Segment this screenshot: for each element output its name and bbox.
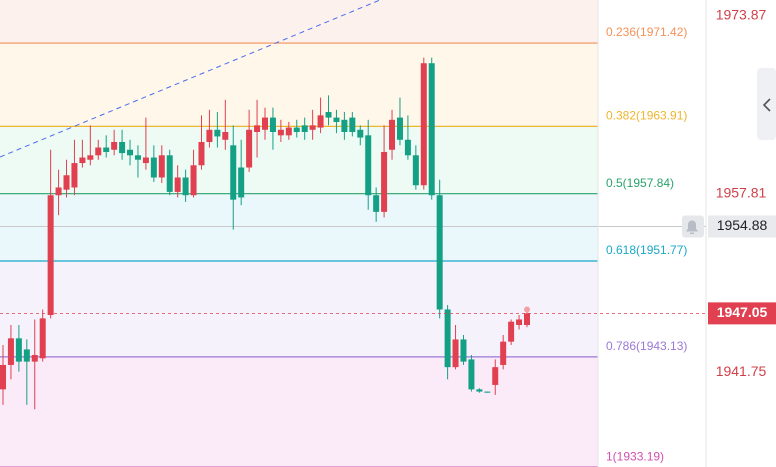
candle-body — [508, 321, 515, 342]
candle-body — [357, 129, 364, 138]
alert-price-label: 1954.88 — [717, 217, 768, 233]
candle-body — [460, 339, 467, 362]
candle-body — [428, 63, 435, 196]
candle-body — [349, 117, 356, 133]
candle-body — [87, 155, 94, 160]
candle-body — [47, 195, 54, 316]
candle-body — [15, 338, 22, 362]
candle-body — [222, 132, 229, 140]
candle-body — [238, 167, 245, 198]
candle-body — [373, 195, 380, 212]
y-tick-label: 1973.87 — [716, 7, 767, 23]
candle-body — [476, 389, 483, 392]
fib-zone — [0, 356, 598, 467]
candle-body — [206, 129, 213, 142]
candle-body — [333, 117, 340, 123]
candle-body — [452, 339, 459, 368]
price-axis: 0.236(1971.42) 0.382(1963.91) 0.5(1957.84)… — [606, 7, 776, 463]
candle-body — [420, 63, 427, 186]
candle-body — [262, 117, 268, 130]
candle-body — [381, 151, 388, 212]
candle-body — [285, 127, 292, 136]
candle-body — [111, 141, 118, 150]
candle-body — [317, 115, 324, 128]
fib-zone — [0, 193, 598, 262]
fib-label: 0.5(1957.84) — [606, 176, 674, 190]
trend-line — [0, 0, 381, 158]
candle-body — [23, 349, 30, 362]
candle-body — [524, 313, 530, 326]
candle-body — [174, 177, 181, 192]
fib-label: 0.382(1963.91) — [606, 109, 687, 123]
y-tick-label: 1957.81 — [716, 185, 767, 201]
candle-body — [365, 135, 372, 196]
alert-icon — [686, 220, 698, 235]
candle-body — [230, 145, 237, 200]
candle-body — [444, 309, 451, 368]
candle-body — [269, 117, 276, 133]
candle-body — [396, 117, 403, 140]
last-price-label: 1947.05 — [717, 304, 768, 320]
fib-label: 0.618(1951.77) — [606, 243, 687, 257]
candle-body — [95, 147, 102, 156]
fib-label: 0.236(1971.42) — [606, 25, 687, 39]
plot-area — [0, 57, 706, 410]
collapse-tab[interactable] — [757, 68, 776, 140]
candle-body — [7, 338, 14, 365]
candle-body — [293, 127, 300, 133]
candle-body — [325, 112, 332, 118]
candle-body — [0, 364, 6, 390]
last-price-box — [708, 302, 776, 325]
fib-zones — [0, 0, 598, 467]
fib-zone — [0, 261, 598, 357]
alert-price-box — [708, 215, 776, 238]
candle-body — [516, 319, 523, 326]
candle-body — [468, 359, 475, 390]
candle-body — [198, 141, 205, 166]
candle-body — [309, 125, 316, 130]
candle-body — [412, 155, 419, 186]
candle-body — [492, 367, 499, 385]
collapse-icon — [762, 98, 771, 112]
candle-body — [39, 318, 46, 359]
candle-body — [190, 165, 197, 196]
candle-body — [500, 341, 507, 365]
candle-body — [63, 175, 70, 190]
candle-body — [246, 129, 253, 168]
candle-body — [158, 155, 165, 178]
fib-zone — [0, 126, 598, 194]
candle-body — [79, 157, 86, 164]
fib-label: 1(1933.19) — [606, 449, 664, 463]
candle-body — [404, 139, 411, 156]
candle-body — [277, 129, 284, 136]
candle-body — [31, 354, 38, 362]
candle-body — [254, 125, 261, 133]
candle-body — [103, 147, 110, 152]
candle-body — [134, 155, 141, 160]
candle-body — [182, 177, 189, 196]
y-tick-label: 1941.75 — [716, 363, 767, 379]
candle-body — [150, 157, 157, 178]
candle-body — [142, 157, 149, 164]
candle-body — [301, 125, 308, 133]
fib-zone — [0, 43, 598, 127]
candle-body — [389, 119, 396, 150]
candle-body — [55, 187, 62, 196]
candle-body — [119, 141, 126, 154]
last-price-dot — [524, 306, 530, 313]
fib-zone — [0, 0, 598, 44]
candle-body — [214, 129, 221, 137]
candle-body — [341, 119, 348, 133]
candle-body — [484, 391, 491, 393]
candle-body — [436, 195, 443, 310]
candle-body — [127, 149, 134, 156]
candle-body — [166, 155, 173, 192]
fib-label: 0.786(1943.13) — [606, 339, 687, 353]
candle-body — [71, 163, 78, 188]
